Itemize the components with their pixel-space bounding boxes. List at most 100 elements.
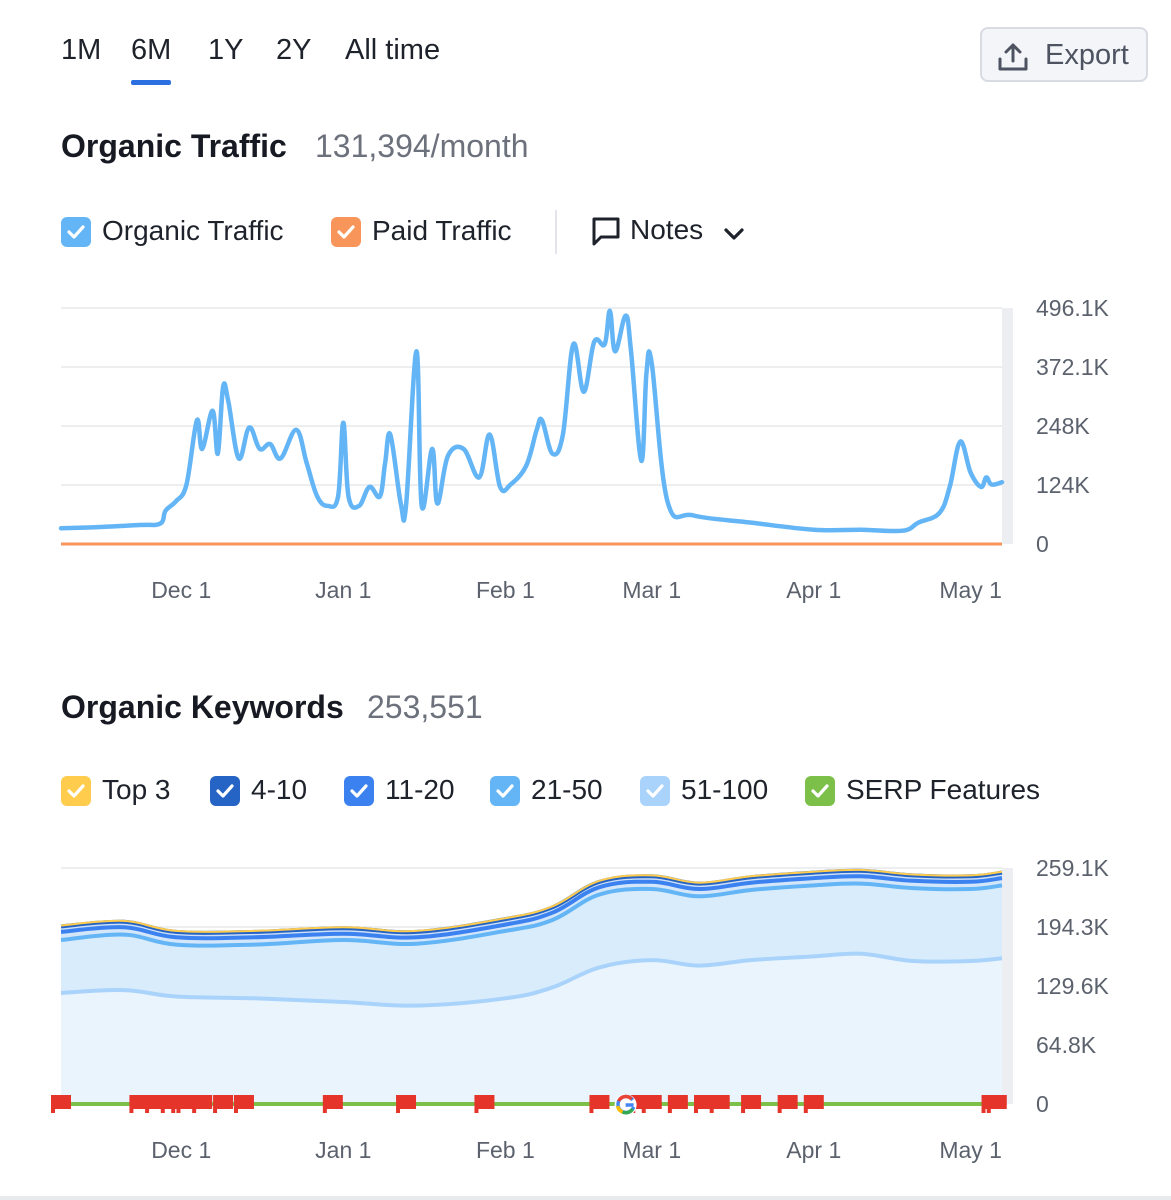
flag-icon xyxy=(129,1095,150,1113)
flag-icon xyxy=(176,1095,197,1113)
notes-label: Notes xyxy=(630,214,704,245)
flag-icon xyxy=(192,1095,213,1113)
traffic-title: Organic Traffic xyxy=(61,128,287,164)
flag-icon xyxy=(803,1095,824,1113)
annotation-flag xyxy=(192,1095,213,1113)
annotation-flag xyxy=(667,1095,688,1113)
annotation-flag xyxy=(322,1095,343,1113)
annotation-flag xyxy=(709,1095,730,1113)
x-tick-label: Mar 1 xyxy=(622,1137,681,1163)
comment-icon xyxy=(592,217,620,246)
flag-icon xyxy=(694,1095,715,1113)
checkbox-icon xyxy=(805,776,835,806)
annotation-flag xyxy=(233,1095,254,1113)
y-tick-label: 372.1K xyxy=(1036,354,1110,380)
annotation-flag xyxy=(213,1095,234,1113)
google-g-yellow xyxy=(615,1105,624,1114)
x-tick-label: May 1 xyxy=(939,1137,1002,1163)
tab-6m[interactable]: 6M xyxy=(131,34,172,85)
annotation-flag xyxy=(694,1095,715,1113)
line-11-20 xyxy=(60,874,1003,941)
area-51-100 xyxy=(61,953,1002,1104)
flag-icon xyxy=(322,1095,343,1113)
annotation-flag xyxy=(396,1095,417,1113)
flag-icon xyxy=(396,1095,417,1113)
checkbox-icon xyxy=(210,776,240,806)
x-tick-label: Jan 1 xyxy=(315,1137,371,1163)
line-top-3 xyxy=(60,868,1003,933)
export-button[interactable]: Export xyxy=(980,27,1148,82)
y-tick-label: 496.1K xyxy=(1036,295,1110,321)
y-tick-label: 0 xyxy=(1036,1091,1049,1117)
x-tick-label: Dec 1 xyxy=(151,1137,211,1163)
tab-2y[interactable]: 2Y xyxy=(276,34,312,66)
x-tick-label: Feb 1 xyxy=(476,577,535,603)
annotation-flag xyxy=(129,1095,150,1113)
google-update-icon xyxy=(614,1094,637,1116)
y-tick-label: 259.1K xyxy=(1036,855,1110,881)
y-tick-label: 248K xyxy=(1036,413,1090,439)
tab-1m[interactable]: 1M xyxy=(61,34,102,66)
line-21-50 xyxy=(60,881,1003,948)
tab-all-time[interactable]: All time xyxy=(345,34,441,66)
annotation-flag xyxy=(176,1095,197,1113)
legend-label: Organic Traffic xyxy=(102,215,284,246)
checkbox-icon xyxy=(61,776,91,806)
x-tick-label: Dec 1 xyxy=(151,577,211,603)
x-tick-label: Apr 1 xyxy=(786,1137,841,1163)
flag-icon xyxy=(589,1095,610,1113)
export-label: Export xyxy=(1045,39,1129,71)
y-tick-label: 129.6K xyxy=(1036,973,1110,999)
y-tick-label: 194.3K xyxy=(1036,914,1110,940)
keywords-chart: 259.1K 194.3K 129.6K 64.8K 0 Dec 1 Jan 1 Feb 1 M… xyxy=(51,855,1110,1163)
annotation-flag xyxy=(777,1095,798,1113)
legend-label: SERP Features xyxy=(846,774,1041,805)
x-tick-label: Apr 1 xyxy=(786,577,841,603)
bottom-divider xyxy=(0,1196,1171,1200)
annotation-flag xyxy=(589,1095,610,1113)
flag-icon xyxy=(777,1095,798,1113)
scroll-handle xyxy=(1002,868,1013,1104)
scroll-handle xyxy=(1002,308,1013,544)
flag-icon xyxy=(986,1095,1007,1113)
annotation-flag xyxy=(474,1095,495,1113)
checkbox-icon xyxy=(640,776,670,806)
x-tick-label: May 1 xyxy=(939,577,1002,603)
x-tick-label: Feb 1 xyxy=(476,1137,535,1163)
flag-icon xyxy=(667,1095,688,1113)
chevron-down-icon xyxy=(724,228,744,240)
flag-icon xyxy=(213,1095,234,1113)
legend-label: 11-20 xyxy=(385,774,455,805)
line-51-100 xyxy=(60,951,1003,1008)
annotation-flag xyxy=(51,1095,71,1113)
checkbox-icon xyxy=(344,776,374,806)
legend-divider xyxy=(555,210,557,254)
checkbox-icon xyxy=(490,776,520,806)
legend-label: 4-10 xyxy=(251,774,308,805)
keywords-value: 253,551 xyxy=(367,689,483,725)
flag-icon xyxy=(641,1095,662,1113)
annotation-flag xyxy=(145,1095,166,1113)
x-tick-label: Mar 1 xyxy=(622,577,681,603)
annotation-flag xyxy=(741,1095,762,1113)
google-g-red xyxy=(617,1094,633,1102)
legend-label: Top 3 xyxy=(102,774,171,805)
flag-icon xyxy=(709,1095,730,1113)
google-g-green xyxy=(621,1107,635,1115)
annotation-flag xyxy=(803,1095,824,1113)
x-tick-label: Jan 1 xyxy=(315,577,371,603)
legend-label: 21-50 xyxy=(531,774,603,805)
legend-label: Paid Traffic xyxy=(372,215,512,246)
legend-label: 51-100 xyxy=(681,774,769,805)
tab-1y[interactable]: 1Y xyxy=(208,34,244,66)
upload-icon xyxy=(998,43,1028,71)
annotation-flag xyxy=(641,1095,662,1113)
keywords-title: Organic Keywords xyxy=(61,689,344,725)
flag-icon xyxy=(741,1095,762,1113)
y-tick-label: 0 xyxy=(1036,531,1049,557)
organic-traffic-line xyxy=(58,308,1005,534)
flag-icon xyxy=(474,1095,495,1113)
checkbox-icon xyxy=(331,217,361,247)
y-tick-label: 124K xyxy=(1036,472,1090,498)
annotation-flag xyxy=(986,1095,1007,1113)
